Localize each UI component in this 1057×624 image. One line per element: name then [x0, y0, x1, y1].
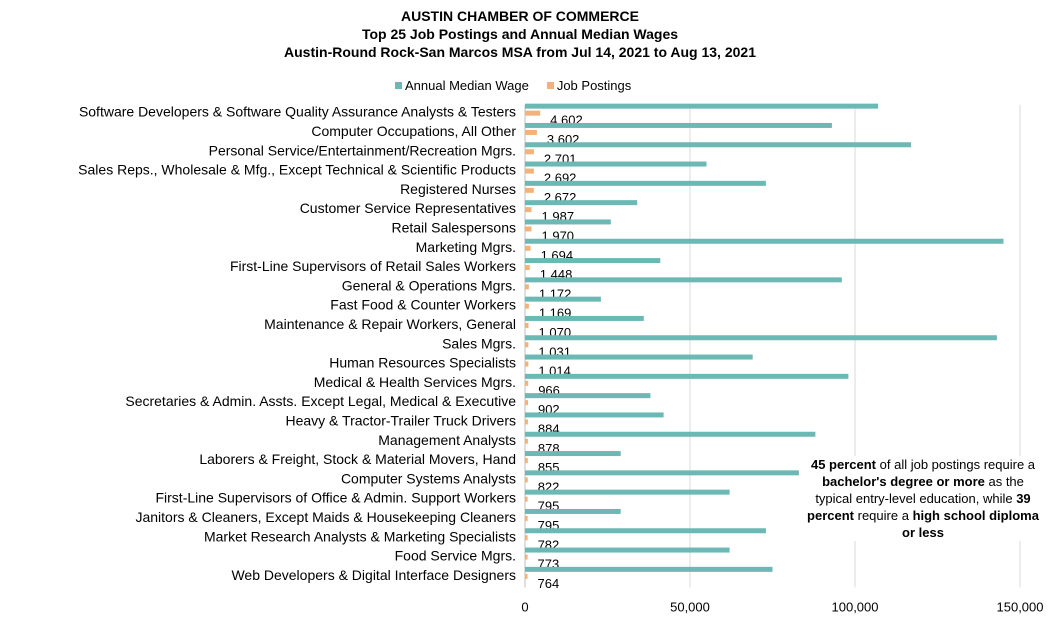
postings-bar	[525, 496, 528, 502]
note-part: high school diploma or less	[902, 508, 1039, 540]
legend-swatch-wage	[395, 82, 402, 89]
wage-bar	[525, 103, 879, 109]
note-part: 45 percent	[810, 457, 877, 472]
category-label: Software Developers & Software Quality A…	[79, 104, 516, 120]
postings-bar	[525, 226, 532, 232]
postings-bar	[525, 129, 537, 135]
wage-bar	[525, 142, 912, 148]
postings-bar	[525, 207, 532, 213]
wage-bar	[525, 354, 753, 360]
postings-bar	[525, 110, 541, 116]
category-label: Market Research Analysts & Marketing Spe…	[204, 528, 516, 544]
category-label: Registered Nurses	[400, 181, 516, 197]
category-label: Laborers & Freight, Stock & Material Mov…	[199, 451, 516, 467]
wage-bar	[525, 180, 766, 186]
postings-bar	[525, 400, 528, 406]
category-label: Sales Reps., Wholesale & Mfg., Except Te…	[78, 162, 516, 178]
wage-bar	[525, 412, 664, 418]
category-label: Human Resources Specialists	[329, 355, 516, 371]
postings-bar	[525, 535, 528, 541]
postings-bar	[525, 284, 529, 290]
postings-bar	[525, 187, 534, 193]
x-tick-label: 50,000	[670, 600, 710, 615]
wage-bar	[525, 296, 601, 302]
x-tick-label: 0	[521, 600, 528, 615]
category-label: Management Analysts	[378, 432, 516, 448]
category-label: Fast Food & Counter Workers	[330, 297, 516, 313]
postings-bar	[525, 419, 528, 425]
category-label: Personal Service/Entertainment/Recreatio…	[209, 142, 516, 158]
wage-bar	[525, 451, 621, 457]
legend-label-postings: Job Postings	[556, 78, 632, 93]
x-tick-label: 150,000	[997, 600, 1044, 615]
category-label: Computer Systems Analysts	[341, 470, 516, 486]
wage-bar	[525, 161, 707, 167]
postings-data-label: 764	[538, 576, 560, 591]
wage-bar	[525, 528, 766, 534]
postings-bar	[525, 554, 528, 560]
note-part: as the typical entry-level education, wh…	[815, 474, 1024, 506]
category-label: Sales Mgrs.	[442, 335, 516, 351]
wage-bar	[525, 393, 651, 399]
postings-bar	[525, 380, 529, 386]
wage-bar	[525, 373, 849, 379]
category-label: Secretaries & Admin. Assts. Except Legal…	[125, 393, 516, 409]
category-label: Retail Salespersons	[391, 219, 516, 235]
postings-bar	[525, 477, 528, 483]
wage-bar	[525, 431, 816, 437]
wage-bar	[525, 219, 611, 225]
postings-bar	[525, 438, 528, 444]
note-part: 39 percent	[807, 491, 1031, 523]
wage-bar	[525, 566, 773, 572]
note-part: of all job postings require a	[876, 457, 1036, 472]
postings-bar	[525, 342, 529, 348]
wage-bar	[525, 335, 997, 341]
category-label: Computer Occupations, All Other	[311, 123, 516, 139]
wage-bar	[525, 200, 638, 206]
postings-bar	[525, 245, 531, 251]
category-label: Customer Service Representatives	[300, 200, 516, 216]
postings-bar	[525, 361, 529, 367]
chart-subtitle: Top 25 Job Postings and Annual Median Wa…	[361, 26, 679, 42]
wage-bar	[525, 122, 832, 128]
legend: Annual Median Wage Job Postings	[395, 78, 631, 93]
x-tick-label: 100,000	[832, 600, 879, 615]
postings-bar	[525, 573, 528, 579]
legend-item-postings: Job Postings	[546, 78, 632, 93]
category-label: Janitors & Cleaners, Except Maids & Hous…	[135, 509, 516, 525]
annotation-note: 45 percent of all job postings require a…	[806, 456, 1040, 541]
postings-bar	[525, 322, 529, 328]
category-label: First-Line Supervisors of Office & Admin…	[155, 490, 516, 506]
legend-item-wage: Annual Median Wage	[395, 78, 529, 93]
note-part: bachelor's degree or more	[822, 474, 985, 489]
wage-bar	[525, 315, 644, 321]
wage-bar	[525, 277, 842, 283]
note-part: require a	[854, 508, 913, 523]
postings-bar	[525, 458, 528, 464]
postings-bar	[525, 515, 528, 521]
postings-bar	[525, 265, 530, 271]
category-label: Food Service Mgrs.	[395, 548, 516, 564]
chart-title: AUSTIN CHAMBER OF COMMERCE	[401, 8, 639, 24]
wage-bar	[525, 489, 730, 495]
wage-bar	[525, 258, 661, 264]
wage-bar	[525, 547, 730, 553]
category-label: Marketing Mgrs.	[416, 239, 516, 255]
category-label: Medical & Health Services Mgrs.	[314, 374, 516, 390]
chart-subtitle-region: Austin-Round Rock-San Marcos MSA from Ju…	[284, 44, 756, 60]
postings-bar	[525, 149, 534, 155]
category-label: General & Operations Mgrs.	[342, 277, 516, 293]
legend-label-wage: Annual Median Wage	[405, 78, 529, 93]
wage-bar	[525, 508, 621, 514]
category-label: Heavy & Tractor-Trailer Truck Drivers	[285, 412, 516, 428]
wage-bar	[525, 238, 1004, 244]
category-label: First-Line Supervisors of Retail Sales W…	[230, 258, 516, 274]
wage-bar	[525, 470, 799, 476]
postings-bar	[525, 168, 534, 174]
category-label: Maintenance & Repair Workers, General	[264, 316, 516, 332]
category-label: Web Developers & Digital Interface Desig…	[231, 567, 516, 583]
legend-swatch-postings	[546, 82, 554, 89]
postings-bar	[525, 303, 529, 309]
